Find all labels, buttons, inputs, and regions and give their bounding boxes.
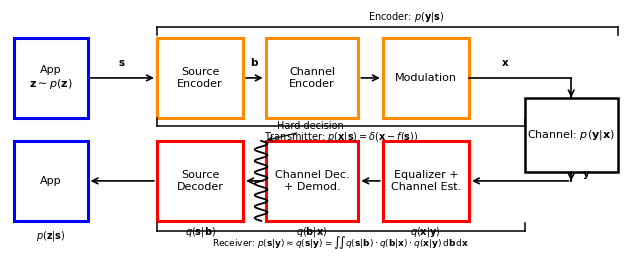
- Text: $\mathbf{y}$: $\mathbf{y}$: [582, 169, 591, 181]
- FancyBboxPatch shape: [266, 38, 358, 118]
- Text: $p(\mathbf{z}|\mathbf{s})$: $p(\mathbf{z}|\mathbf{s})$: [36, 229, 66, 243]
- Text: $q(\mathbf{b}|\mathbf{x})$: $q(\mathbf{b}|\mathbf{x})$: [296, 225, 328, 240]
- FancyBboxPatch shape: [525, 98, 618, 172]
- Text: $\mathbf{x}$: $\mathbf{x}$: [501, 59, 510, 68]
- FancyBboxPatch shape: [157, 141, 243, 221]
- Text: Source
Decoder: Source Decoder: [177, 170, 223, 192]
- Text: App
$\mathbf{z}\sim p(\mathbf{z})$: App $\mathbf{z}\sim p(\mathbf{z})$: [29, 65, 72, 91]
- Text: Channel
Encoder: Channel Encoder: [289, 67, 335, 89]
- Text: App: App: [40, 176, 61, 186]
- Text: $\mathbf{s}$: $\mathbf{s}$: [118, 59, 126, 68]
- FancyBboxPatch shape: [14, 38, 88, 118]
- Text: Encoder: $p(\mathbf{y}|\mathbf{s})$: Encoder: $p(\mathbf{y}|\mathbf{s})$: [368, 10, 445, 24]
- Text: Hard decision: Hard decision: [277, 121, 344, 131]
- Text: $q(\mathbf{x}|\mathbf{y})$: $q(\mathbf{x}|\mathbf{y})$: [410, 225, 442, 240]
- FancyBboxPatch shape: [266, 141, 358, 221]
- Text: $q(\mathbf{s}|\mathbf{b})$: $q(\mathbf{s}|\mathbf{b})$: [184, 225, 216, 240]
- Text: Channel Dec.
+ Demod.: Channel Dec. + Demod.: [275, 170, 349, 192]
- Text: $\mathbf{b}$: $\mathbf{b}$: [250, 56, 259, 68]
- Text: Receiver: $p(\mathbf{s}|\mathbf{y}) \approx q(\mathbf{s}|\mathbf{y}) = \int\!\in: Receiver: $p(\mathbf{s}|\mathbf{y}) \app…: [212, 234, 470, 251]
- FancyBboxPatch shape: [14, 141, 88, 221]
- Text: Source
Encoder: Source Encoder: [177, 67, 223, 89]
- FancyBboxPatch shape: [383, 38, 469, 118]
- Text: Transmitter: $p(\mathbf{x}|\mathbf{s}) = \delta(\mathbf{x} - f(\mathbf{s}))$: Transmitter: $p(\mathbf{x}|\mathbf{s}) =…: [264, 130, 418, 144]
- Text: Equalizer +
Channel Est.: Equalizer + Channel Est.: [391, 170, 461, 192]
- Text: Channel: $p(\mathbf{y}|\mathbf{x})$: Channel: $p(\mathbf{y}|\mathbf{x})$: [527, 128, 615, 142]
- FancyBboxPatch shape: [383, 141, 469, 221]
- Text: Modulation: Modulation: [395, 73, 457, 83]
- FancyBboxPatch shape: [157, 38, 243, 118]
